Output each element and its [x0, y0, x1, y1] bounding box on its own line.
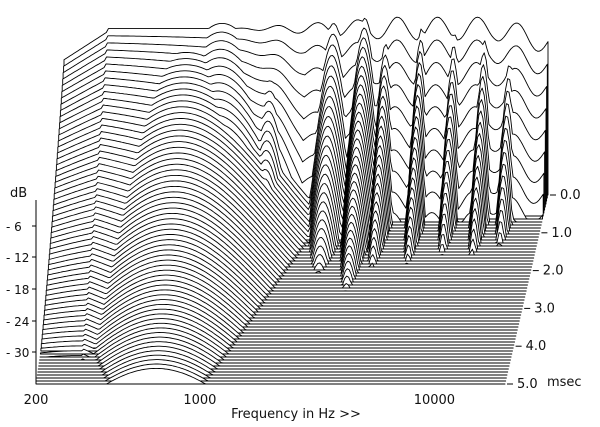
y-axis-label: dB	[10, 186, 27, 201]
time-tick-labels: 0.0 1.0 2.0 3.0 4.0 5.0	[507, 188, 581, 392]
time-unit-label: msec	[547, 375, 582, 390]
x-tick-label: 200	[24, 393, 49, 408]
y-tick-label: - 12	[6, 251, 29, 265]
time-tick-label: 4.0	[526, 339, 547, 354]
time-tick-label: 2.0	[543, 264, 564, 279]
x-tick-labels: 200 1000 10000	[24, 393, 456, 408]
time-tick-label: 5.0	[517, 377, 538, 392]
y-tick-label: - 18	[6, 283, 29, 297]
time-tick-label: 1.0	[551, 226, 572, 241]
y-tick-label: - 6	[6, 220, 22, 234]
x-tick-label: 1000	[183, 393, 216, 408]
y-tick-label: - 30	[6, 346, 29, 360]
spectral-slices	[35, 16, 549, 385]
x-axis-label: Frequency in Hz >>	[231, 407, 361, 422]
time-tick-label: 0.0	[560, 188, 581, 203]
x-tick-label: 10000	[414, 393, 455, 408]
time-tick-label: 3.0	[534, 301, 555, 316]
y-tick-labels: - 6 - 12 - 18 - 24 - 30	[6, 220, 36, 360]
y-tick-label: - 24	[6, 315, 29, 329]
decay-slice	[35, 367, 506, 385]
